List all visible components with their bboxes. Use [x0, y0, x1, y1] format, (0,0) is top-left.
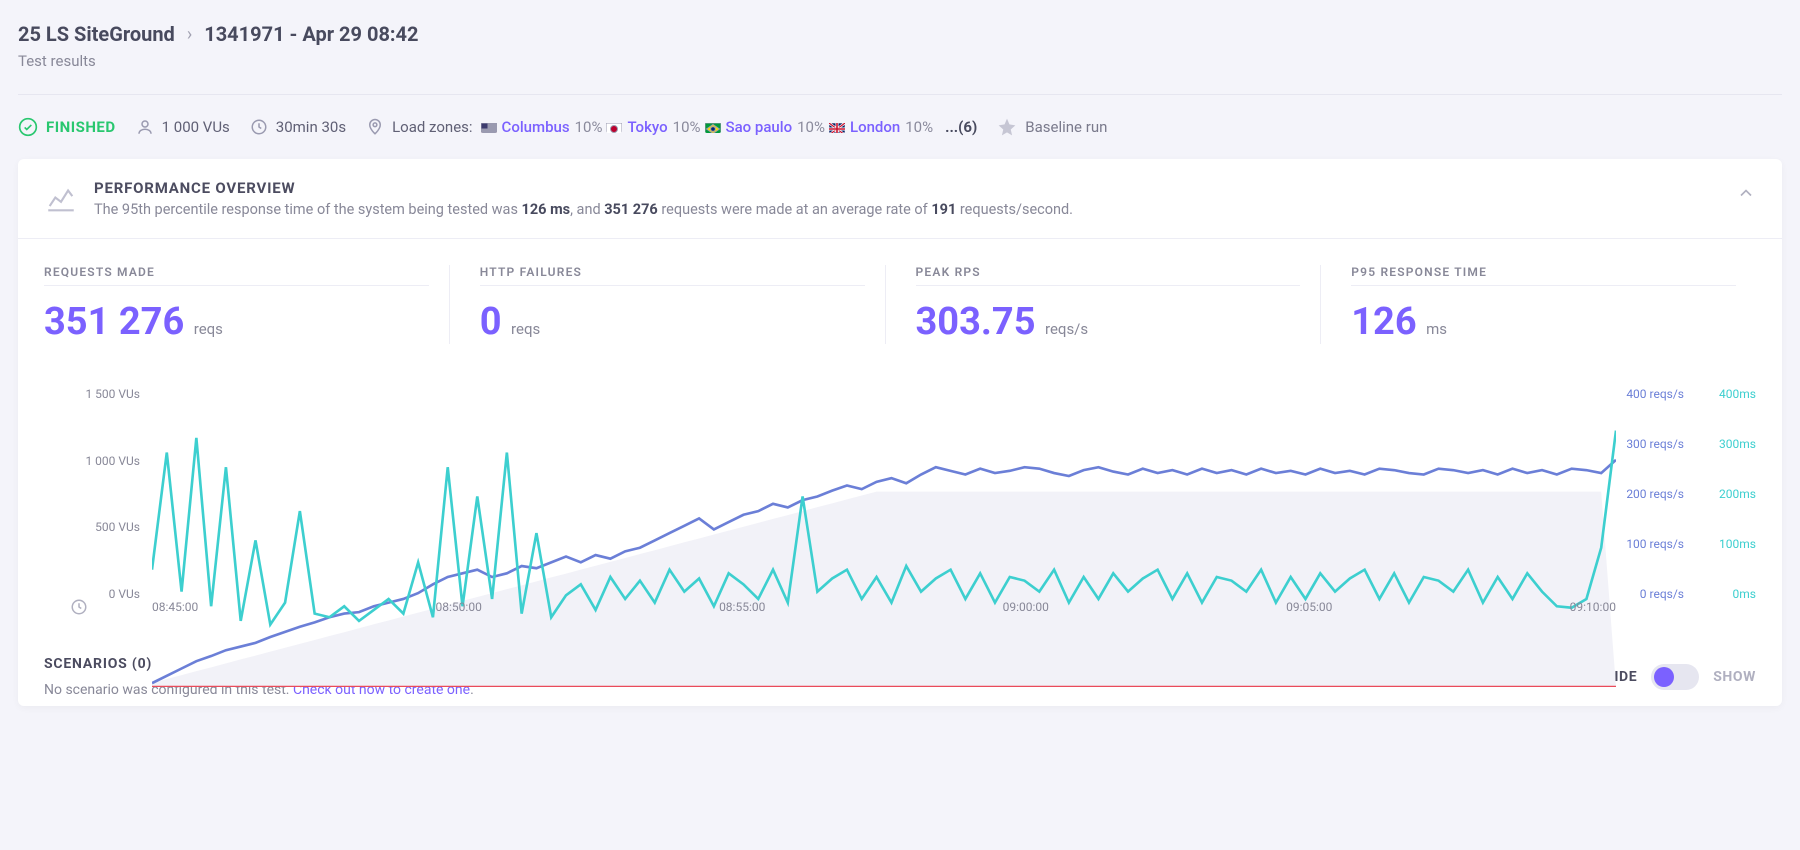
perf-chart: 1 500 VUs 1 000 VUs 500 VUs 0 VUs 400 reqs/…: [18, 354, 1782, 634]
load-zone-name: Sao paulo: [726, 118, 793, 136]
stat-requests-made-value: 351 276: [44, 300, 184, 344]
y-right1-label: 100 reqs/s: [1626, 537, 1684, 551]
status-vus: 1 000 VUs: [136, 118, 230, 136]
breadcrumb-separator: ›: [187, 24, 192, 45]
x-tick-label: 09:00:00: [1003, 600, 1049, 614]
load-zones: Load zones: Columbus10%Tokyo10%Sao paulo…: [366, 118, 977, 137]
status-vus-label: 1 000 VUs: [162, 118, 230, 136]
load-zone-percent: 10%: [575, 118, 603, 136]
y-right2-label: 0ms: [1733, 587, 1756, 601]
y-left-label: 0 VUs: [44, 587, 140, 601]
chevron-up-icon[interactable]: [1736, 183, 1756, 203]
stat-peak-rps-value: 303.75: [916, 300, 1036, 344]
y-right1-label: 0 reqs/s: [1640, 587, 1684, 601]
stat-peak-rps: PEAK RPS 303.75 reqs/s: [885, 265, 1321, 344]
y-right1-label: 400 reqs/s: [1626, 387, 1684, 401]
stat-requests-made-unit: reqs: [194, 320, 223, 338]
y-left-label: 1 500 VUs: [44, 387, 140, 401]
scenarios-toggle[interactable]: [1651, 664, 1699, 690]
stats-row: REQUESTS MADE 351 276 reqs HTTP FAILURES…: [18, 239, 1782, 354]
check-circle-icon: [18, 117, 38, 137]
clock-icon: [70, 598, 88, 616]
x-tick-label: 08:55:00: [719, 600, 765, 614]
baseline-run[interactable]: Baseline run: [997, 117, 1107, 137]
page-subtitle: Test results: [18, 52, 1782, 70]
y-right2-label: 300ms: [1719, 437, 1756, 451]
y-right2-label: 400ms: [1719, 387, 1756, 401]
stat-http-failures-unit: reqs: [511, 320, 540, 338]
load-zone-percent: 10%: [797, 118, 825, 136]
stat-requests-made-label: REQUESTS MADE: [44, 265, 429, 286]
load-zones-label: Load zones:: [392, 118, 472, 136]
load-zone-columbus[interactable]: Columbus 10%: [481, 118, 603, 136]
x-tick-label: 08:50:00: [436, 600, 482, 614]
perf-overview-header[interactable]: PERFORMANCE OVERVIEW The 95th percentile…: [18, 159, 1782, 239]
flag-us-icon: [481, 121, 497, 133]
chart-icon: [44, 182, 78, 216]
stat-http-failures: HTTP FAILURES 0 reqs: [449, 265, 885, 344]
results-card: PERFORMANCE OVERVIEW The 95th percentile…: [18, 159, 1782, 706]
stat-peak-rps-unit: reqs/s: [1045, 320, 1088, 338]
flag-br-icon: [705, 121, 721, 133]
stat-http-failures-label: HTTP FAILURES: [480, 265, 865, 286]
perf-chart-svg[interactable]: [152, 394, 1616, 687]
breadcrumb-item-2[interactable]: 1341971 - Apr 29 08:42: [204, 22, 418, 46]
load-zone-name: Columbus: [502, 118, 570, 136]
breadcrumb: 25 LS SiteGround › 1341971 - Apr 29 08:4…: [18, 22, 1782, 46]
load-zones-more[interactable]: ...(6): [945, 118, 977, 136]
load-zone-percent: 10%: [905, 118, 933, 136]
stat-requests-made: REQUESTS MADE 351 276 reqs: [44, 265, 449, 344]
x-tick-label: 08:45:00: [152, 600, 198, 614]
y-right2-label: 100ms: [1719, 537, 1756, 551]
stat-p95: P95 RESPONSE TIME 126 ms: [1320, 265, 1756, 344]
header-divider: [18, 94, 1782, 95]
load-zone-percent: 10%: [673, 118, 701, 136]
stat-p95-unit: ms: [1426, 320, 1447, 338]
perf-overview-summary: The 95th percentile response time of the…: [94, 201, 1073, 218]
flag-gb-icon: [829, 121, 845, 133]
status-duration-label: 30min 30s: [276, 118, 346, 136]
star-icon: [997, 117, 1017, 137]
y-left-label: 1 000 VUs: [44, 454, 140, 468]
load-zone-name: Tokyo: [627, 118, 667, 136]
load-zone-sao-paulo[interactable]: Sao paulo10%: [705, 118, 825, 136]
y-right2-label: 200ms: [1719, 487, 1756, 501]
breadcrumb-item-1[interactable]: 25 LS SiteGround: [18, 22, 175, 46]
stat-http-failures-value: 0: [480, 300, 502, 344]
load-zones-list: Columbus10%Tokyo10%Sao paulo10%London10%: [481, 118, 938, 137]
stat-p95-label: P95 RESPONSE TIME: [1351, 265, 1736, 286]
x-tick-label: 09:05:00: [1286, 600, 1332, 614]
user-icon: [136, 118, 154, 136]
flag-jp-icon: [606, 121, 622, 133]
y-right1-label: 200 reqs/s: [1626, 487, 1684, 501]
load-zone-london[interactable]: London 10%: [829, 118, 933, 136]
stat-peak-rps-label: PEAK RPS: [916, 265, 1301, 286]
pin-icon: [366, 118, 384, 136]
y-right1-label: 300 reqs/s: [1626, 437, 1684, 451]
perf-overview-title: PERFORMANCE OVERVIEW: [94, 179, 1073, 197]
clock-icon: [250, 118, 268, 136]
status-finished: FINISHED: [18, 117, 116, 137]
load-zone-tokyo[interactable]: Tokyo 10%: [606, 118, 700, 136]
toggle-show-label: SHOW: [1713, 669, 1756, 685]
status-bar: FINISHED 1 000 VUs 30min 30s Load zones:…: [18, 117, 1782, 137]
load-zone-name: London: [850, 118, 900, 136]
baseline-run-label: Baseline run: [1025, 118, 1107, 136]
chart-x-axis: 08:45:00 08:50:00 08:55:00 09:00:00 09:05:00…: [152, 600, 1616, 614]
y-left-label: 500 VUs: [44, 520, 140, 534]
x-tick-label: 09:10:00: [1570, 600, 1616, 614]
status-duration: 30min 30s: [250, 118, 346, 136]
status-finished-label: FINISHED: [46, 118, 116, 136]
stat-p95-value: 126: [1351, 300, 1416, 344]
